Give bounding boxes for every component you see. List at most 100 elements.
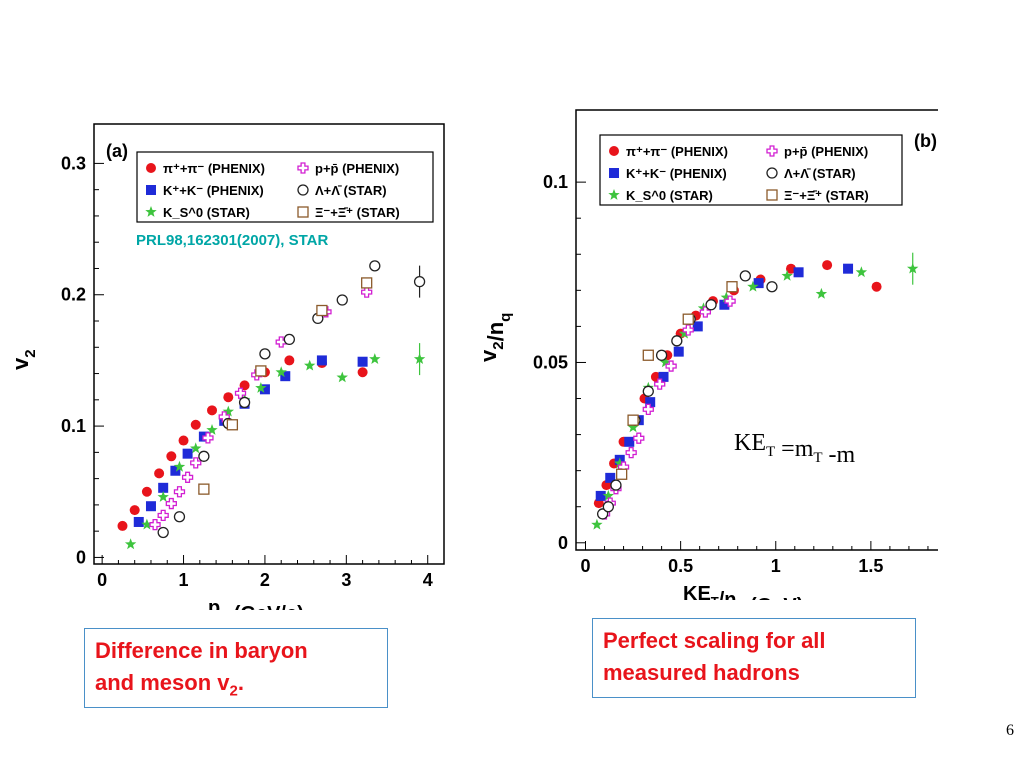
- data-point: [595, 490, 606, 501]
- legend-label: Λ+Λ̄ (STAR): [784, 166, 856, 181]
- data-point: [157, 526, 169, 539]
- data-point: [223, 392, 234, 403]
- data-point: [369, 353, 381, 364]
- data-point: [614, 457, 626, 469]
- series-0: [117, 355, 368, 531]
- x-axis-label-part: p: [208, 597, 220, 610]
- data-point: [645, 397, 656, 408]
- data-point: [785, 263, 796, 274]
- legend-label: K_S^0 (STAR): [163, 205, 250, 220]
- x-axis-label-part: /n: [719, 589, 737, 600]
- data-point: [173, 460, 186, 472]
- data-point: [781, 269, 793, 281]
- data-point: [659, 356, 672, 368]
- data-point: [625, 446, 637, 459]
- legend-label: Ξ⁻+Ξ̄⁺ (STAR): [784, 188, 869, 203]
- series-3: [149, 286, 373, 531]
- data-point: [361, 286, 373, 298]
- y-tick-label: 0: [76, 547, 86, 567]
- ket-annotation-part: T: [766, 444, 775, 460]
- data-point: [316, 355, 327, 366]
- x-axis-label-part: (GeV/c): [228, 603, 304, 610]
- legend-label: K⁺+K⁻ (PHENIX): [163, 183, 264, 198]
- data-point: [173, 511, 186, 523]
- ket-annotation-part: =m: [775, 436, 814, 462]
- data-point: [149, 518, 161, 531]
- legend-marker: [609, 146, 619, 156]
- legend-frame: [136, 151, 434, 223]
- caption-left-line1: Difference in baryon: [95, 638, 308, 663]
- y-axis-label-part: v: [476, 349, 501, 362]
- data-point: [154, 468, 165, 479]
- x-tick-label: 1: [179, 570, 189, 590]
- data-point: [369, 260, 381, 272]
- data-point: [283, 333, 295, 346]
- data-point: [202, 432, 214, 444]
- data-point: [129, 505, 140, 516]
- legend-marker: [297, 162, 309, 174]
- data-point: [255, 382, 267, 393]
- caption-left-line2: and meson v2.: [95, 667, 377, 707]
- data-point: [658, 371, 669, 382]
- x-tick-label: 0: [581, 556, 591, 576]
- x-tick-label: 3: [341, 570, 351, 590]
- legend-label: π⁺+π⁻ (PHENIX): [163, 161, 265, 176]
- data-point: [627, 414, 639, 426]
- data-point: [719, 299, 730, 310]
- data-point: [705, 299, 717, 311]
- y-axis-label-part: 2: [490, 341, 507, 349]
- legend-label: K⁺+K⁻ (PHENIX): [626, 166, 727, 181]
- data-point: [361, 277, 373, 289]
- legend-label: K_S^0 (STAR): [626, 188, 713, 203]
- y-tick-label: 0: [558, 533, 568, 553]
- data-point: [181, 471, 194, 483]
- caption-right-line2: measured hadrons: [603, 660, 800, 685]
- data-point: [413, 353, 426, 364]
- data-point: [190, 419, 201, 430]
- data-point: [255, 365, 267, 377]
- panel-label: (b): [914, 131, 937, 151]
- data-point: [605, 472, 616, 483]
- caption-right-line1: Perfect scaling for all: [603, 628, 826, 653]
- y-tick-label: 0.1: [61, 416, 86, 436]
- data-point: [284, 355, 295, 366]
- data-point: [855, 266, 868, 278]
- data-point: [724, 295, 736, 307]
- legend-label: π⁺+π⁻ (PHENIX): [626, 144, 728, 159]
- y-tick-label: 0.05: [533, 352, 568, 372]
- data-point: [633, 432, 645, 444]
- ket-annotation-part: -m: [823, 442, 856, 468]
- ket-definition-annotation: KET =mT -m: [734, 430, 856, 468]
- x-tick-label: 2: [260, 570, 270, 590]
- data-point: [699, 306, 712, 318]
- data-point: [357, 367, 368, 378]
- y-axis-label-part: 2: [22, 349, 39, 357]
- page-number: 6: [1006, 722, 1014, 739]
- data-point: [654, 378, 666, 390]
- y-axis-label-part: v: [8, 357, 33, 370]
- series-4: [157, 260, 426, 539]
- y-tick-label: 0.1: [543, 172, 568, 192]
- data-point: [596, 508, 609, 520]
- x-tick-label: 0.5: [668, 556, 693, 576]
- legend-marker: [297, 206, 309, 218]
- legend-marker: [146, 163, 156, 173]
- legend: π⁺+π⁻ (PHENIX) p+p̄ (PHENIX) K⁺+K⁻ (PHENIX…: [599, 134, 903, 206]
- legend-marker: [608, 189, 620, 200]
- data-point: [222, 405, 234, 417]
- x-axis-label-part: (GeV): [744, 595, 803, 600]
- data-point: [182, 448, 193, 459]
- data-point: [602, 501, 614, 513]
- legend-marker: [766, 167, 778, 179]
- y-axis-label: v2: [8, 349, 39, 370]
- caption-left-subscript: 2: [229, 682, 238, 700]
- data-point: [190, 457, 202, 469]
- data-point: [316, 304, 328, 317]
- legend-label: Ξ⁻+Ξ̄⁺ (STAR): [315, 205, 400, 220]
- data-point: [616, 468, 628, 480]
- data-point: [124, 538, 137, 550]
- data-point: [871, 281, 882, 292]
- data-point: [336, 294, 348, 306]
- data-point: [739, 270, 751, 282]
